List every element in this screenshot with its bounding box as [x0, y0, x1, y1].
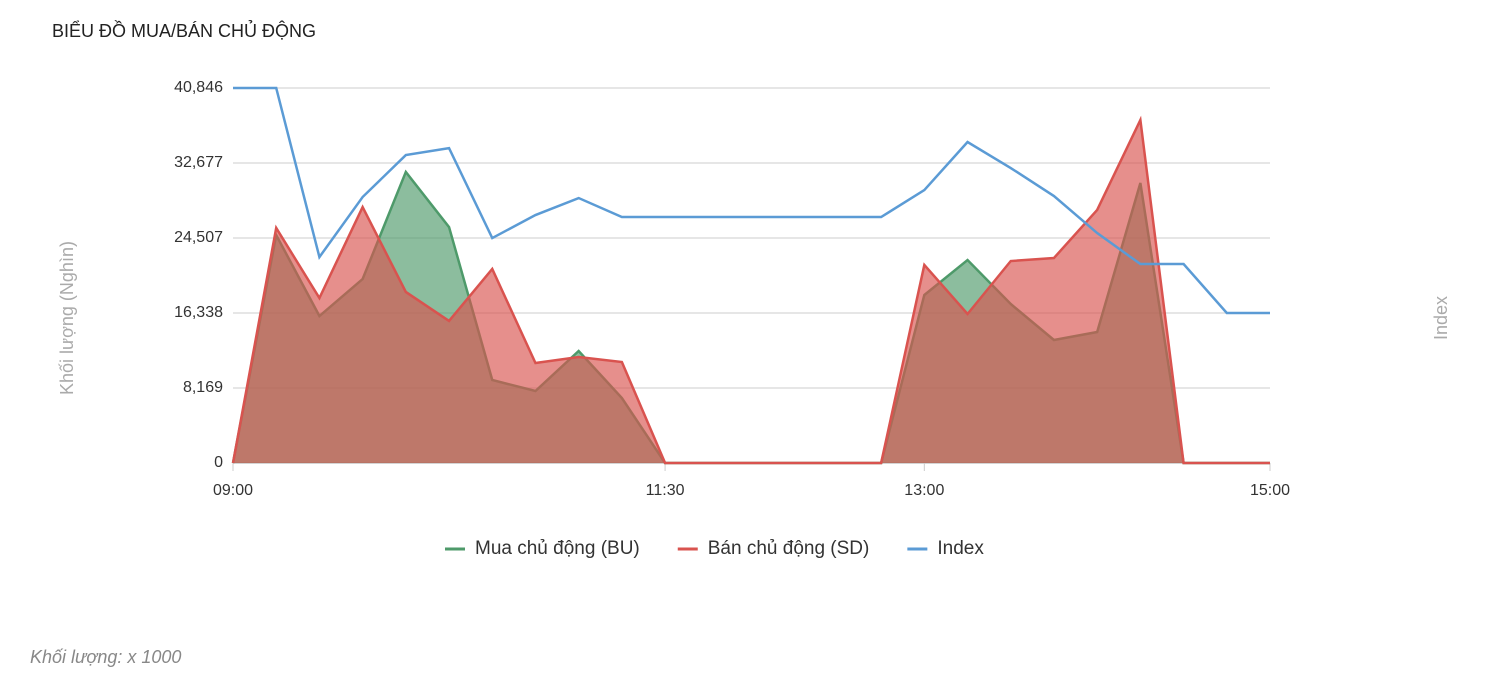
- x-tick-label: 13:00: [904, 482, 944, 499]
- line: [233, 86, 1270, 315]
- y-tick-label: 32,677: [174, 154, 223, 171]
- footnote: Khối lượng: x 1000: [30, 647, 181, 667]
- y-tick-label: 16,338: [174, 304, 223, 321]
- chart-title: BIỂU ĐỒ MUA/BÁN CHỦ ĐỘNG: [52, 20, 316, 41]
- legend-label: Bán chủ động (SD): [708, 538, 870, 559]
- y-tick-label: 0: [214, 454, 223, 471]
- y-tick-label: 24,507: [174, 229, 223, 246]
- legend-label: Mua chủ động (BU): [475, 538, 640, 559]
- x-tick-label: 15:00: [1250, 482, 1290, 499]
- line: [231, 115, 1270, 465]
- area: [233, 120, 1270, 463]
- y-axis-label: Khối lượng (Nghìn): [57, 241, 77, 395]
- x-tick-label: 09:00: [213, 482, 253, 499]
- y-tick-label: 40,846: [174, 79, 223, 96]
- legend-label: Index: [937, 538, 984, 559]
- x-tick-label: 11:30: [646, 482, 685, 499]
- y2-axis-label: Index: [1431, 296, 1451, 340]
- y-tick-label: 8,169: [183, 379, 223, 396]
